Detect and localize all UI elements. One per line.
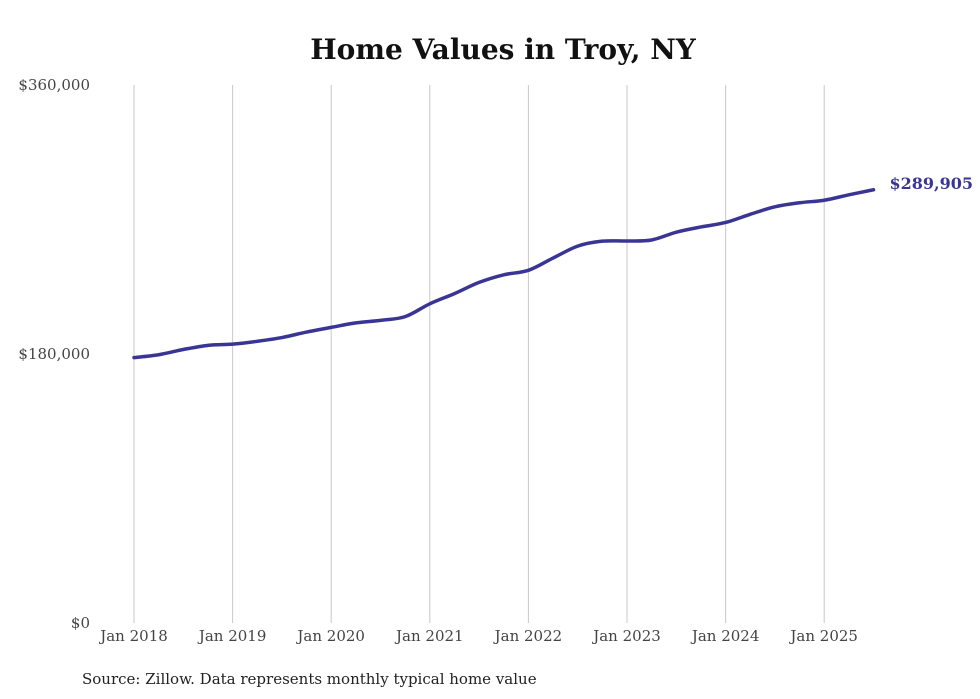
- chart-title: Home Values in Troy, NY: [310, 33, 697, 66]
- y-tick-label: $180,000: [18, 345, 90, 363]
- y-axis-ticks: $0 $180,000 $360,000: [18, 76, 90, 632]
- home-value-series-line: [132, 188, 876, 360]
- x-tick-label: Jan 2024: [690, 627, 760, 645]
- latest-value-label: $289,905: [890, 174, 974, 193]
- x-tick-label: Jan 2025: [788, 627, 858, 645]
- x-tick-label: Jan 2020: [295, 627, 365, 645]
- source-note: Source: Zillow. Data represents monthly …: [82, 670, 537, 688]
- x-tick-label: Jan 2023: [591, 627, 661, 645]
- x-axis-ticks: Jan 2018 Jan 2019 Jan 2020 Jan 2021 Jan 2022…: [98, 627, 858, 645]
- x-tick-label: Jan 2019: [197, 627, 267, 645]
- vertical-gridlines: [133, 85, 825, 623]
- y-tick-label: $0: [71, 614, 90, 632]
- x-tick-label: Jan 2018: [98, 627, 168, 645]
- x-tick-label: Jan 2021: [394, 627, 464, 645]
- x-tick-label: Jan 2022: [493, 627, 563, 645]
- y-tick-label: $360,000: [18, 76, 90, 94]
